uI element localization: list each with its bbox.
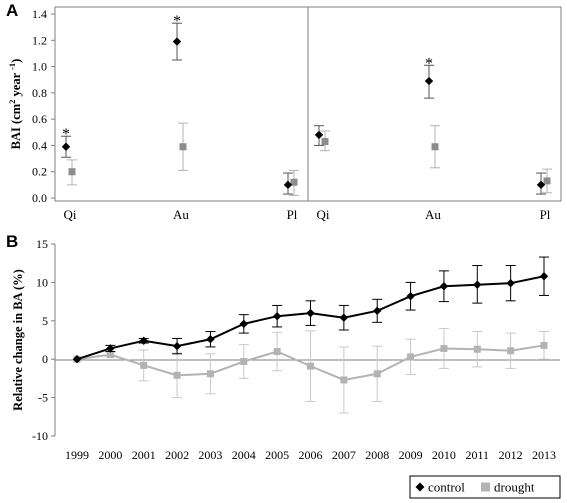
- panel-a-right-drought-point: [543, 177, 551, 185]
- panel-b-control-point: [339, 313, 349, 322]
- legend-control-label: control: [428, 480, 465, 495]
- panel-b-drought-point: [273, 348, 281, 356]
- panel-b-control-point: [439, 282, 449, 291]
- panel-b-control-point: [506, 278, 515, 288]
- panel-a-left-drought-point: [179, 143, 187, 151]
- panel-b-drought-point: [307, 362, 314, 370]
- panel-b-y-tick-label: -10: [32, 429, 48, 443]
- panel-b-plot: [72, 256, 549, 414]
- panel-b-label: B: [6, 232, 18, 251]
- panel-a-right-drought-point: [431, 143, 439, 151]
- panel-a-left-category-label: Qi: [64, 207, 77, 222]
- panel-a-y-tick-label: 1.0: [32, 60, 47, 74]
- panel-a-right-control-point: [536, 180, 546, 190]
- panel-a-right-drought-point: [321, 137, 329, 145]
- panel-a-left-plot: Qi Au Pl * *: [61, 13, 299, 222]
- panel-b-y-tick-label: 5: [42, 314, 48, 328]
- panel-b-control-point: [272, 311, 282, 321]
- panel-b-drought-point: [173, 371, 181, 379]
- panel-a-left-significance-marker: *: [173, 13, 181, 30]
- panel-b-y-tick-label: 15: [36, 237, 48, 251]
- panel-a-y-tick-label: 0.6: [32, 112, 47, 126]
- panel-a-y-tick-label: 0.8: [32, 86, 47, 100]
- panel-b-x-ticks: 1999 2000 2001 2002 2003 2004 2005 2006 2007 2008…: [65, 448, 556, 462]
- panel-a-left-category-label: Au: [173, 207, 189, 222]
- panel-b-drought-point: [473, 345, 481, 353]
- panel-b-drought-point: [106, 351, 114, 359]
- panel-b-drought-point: [407, 353, 415, 361]
- panel-a-y-tick-label: 0.0: [32, 191, 47, 205]
- panel-a-right-category-label: Au: [425, 207, 441, 222]
- legend-drought-label: drought: [494, 480, 535, 495]
- panel-b-x-tick-label: 1999: [65, 448, 89, 462]
- panel-b: Relative change in BA (%) -10 -5 0 5 10 15 19…: [11, 237, 560, 462]
- panel-b-y-ticks: -10 -5 0 5 10 15: [32, 237, 55, 443]
- panel-b-control-point: [106, 344, 115, 353]
- panel-b-control-point: [172, 341, 182, 351]
- panel-b-control-point: [373, 306, 382, 316]
- legend-drought-marker: [481, 482, 490, 492]
- panel-b-control-point: [239, 319, 248, 329]
- panel-a-right-category-label: Qi: [317, 207, 330, 222]
- panel-a-right-significance-marker: *: [425, 55, 433, 72]
- panel-a-y-ticks: 0.0 0.2 0.4 0.6 0.8 1.0 1.2 1.4: [32, 7, 55, 205]
- panel-b-x-tick-label: 2010: [432, 448, 456, 462]
- panel-b-x-tick-label: 2005: [265, 448, 289, 462]
- panel-b-x-tick-label: 2006: [299, 448, 323, 462]
- panel-b-x-tick-label: 2009: [399, 448, 423, 462]
- panel-b-y-tick-label: 10: [36, 275, 48, 289]
- panel-b-x-tick-label: 2000: [98, 448, 122, 462]
- panel-b-drought-point: [507, 347, 515, 355]
- panel-b-ylabel: Relative change in BA (%): [11, 269, 25, 411]
- panel-a-left-drought-point: [290, 178, 298, 186]
- panel-b-drought-point: [206, 370, 214, 378]
- panel-a-left-drought-point: [68, 168, 76, 176]
- panel-a-y-tick-label: 0.4: [32, 138, 47, 152]
- panel-a-label: A: [6, 1, 18, 20]
- panel-b-control-point: [306, 308, 315, 318]
- panel-a-y-tick-label: 0.2: [32, 165, 47, 179]
- legend: control drought: [409, 475, 561, 499]
- panel-a-right-plot: Qi Au Pl *: [314, 55, 552, 222]
- panel-b-control-point: [139, 336, 148, 345]
- panel-a-left-control-point: [61, 142, 71, 151]
- panel-b-drought-point: [140, 361, 148, 369]
- panel-b-drought-point: [440, 344, 448, 352]
- panel-b-x-tick-label: 2003: [198, 448, 222, 462]
- panel-a-y-tick-label: 1.2: [32, 33, 47, 47]
- panel-a-left-significance-marker: *: [62, 126, 70, 143]
- panel-b-y-tick-label: 0: [42, 352, 48, 366]
- panel-b-drought-point: [373, 370, 381, 378]
- panel-a-y-tick-label: 1.4: [32, 7, 47, 21]
- panel-b-x-tick-label: 2002: [165, 448, 189, 462]
- panel-b-x-tick-label: 2012: [499, 448, 523, 462]
- panel-b-control-point: [206, 335, 215, 344]
- legend-control-marker: [415, 482, 425, 492]
- panel-a-left-control-point: [172, 37, 182, 46]
- panel-b-drought-point: [540, 341, 548, 349]
- panel-b-control-point: [473, 280, 482, 289]
- panel-b-control-point: [406, 292, 415, 301]
- panel-b-x-tick-label: 2004: [232, 448, 256, 462]
- panel-b-x-tick-label: 2008: [365, 448, 389, 462]
- panel-a-right-control-point: [314, 130, 324, 140]
- panel-a-left-category-label: Pl: [287, 207, 298, 222]
- panel-a-ylabel: BAI (cm2 year -1): [7, 59, 23, 150]
- panel-a-right-control-point: [424, 76, 434, 86]
- panel-b-x-tick-label: 2007: [332, 448, 356, 462]
- panel-b-x-tick-label: 2013: [532, 448, 556, 462]
- panel-a: BAI (cm2 year -1) 0.0 0.2 0.4 0.6 0.8 1.0 1.2 1…: [7, 6, 562, 222]
- panel-a-left-control-point: [283, 180, 293, 190]
- panel-b-drought-point: [240, 358, 248, 366]
- panel-a-right-category-label: Pl: [540, 207, 551, 222]
- panel-b-control-point: [72, 355, 82, 364]
- panel-b-x-tick-label: 2001: [132, 448, 156, 462]
- panel-b-control-point: [539, 272, 549, 281]
- panel-b-x-tick-label: 2011: [466, 448, 490, 462]
- panel-b-y-tick-label: -5: [38, 391, 48, 405]
- panel-b-drought-point: [340, 376, 348, 384]
